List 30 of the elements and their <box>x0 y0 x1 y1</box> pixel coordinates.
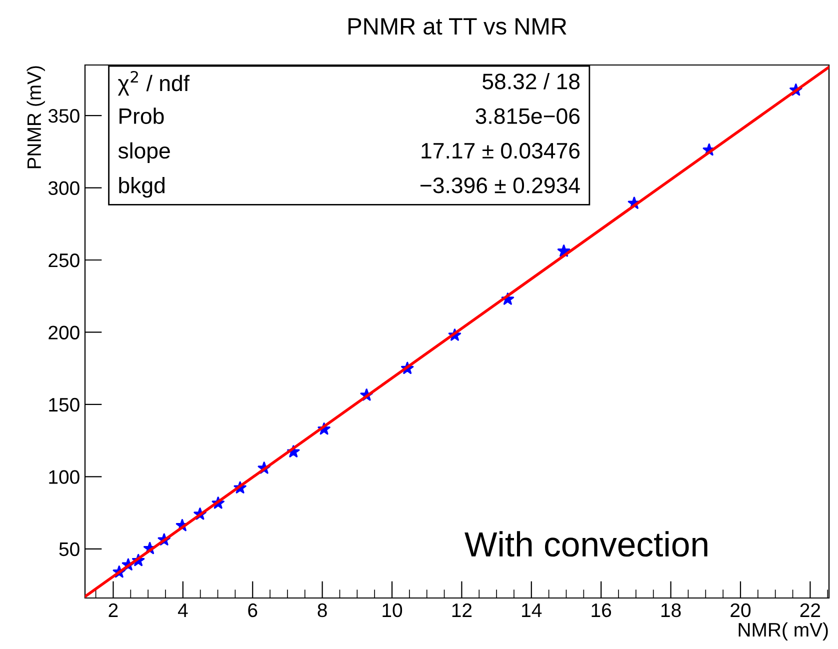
annotation: 3.815e−06 <box>476 108 580 124</box>
y-tick-label: 150 <box>49 398 80 412</box>
x-tick-label: 18 <box>661 603 681 618</box>
annotation: 58.32 / 18 <box>482 73 580 90</box>
x-tick-label: 6 <box>248 603 258 618</box>
x-tick-label: 14 <box>522 604 542 617</box>
x-tick-label: 20 <box>730 603 751 618</box>
chart-title: PNMR at TT vs NMR <box>348 18 566 35</box>
y-tick-label: 300 <box>48 181 80 196</box>
annotation: 17.17 ± 0.03476 <box>422 142 580 159</box>
y-tick-label: 200 <box>48 326 80 340</box>
y-axis-title: PNMR (mV) <box>26 66 45 168</box>
x-tick-label: 8 <box>318 603 327 618</box>
annotation: slope <box>118 142 170 164</box>
annotation: With convection <box>464 531 708 557</box>
x-tick-label: 12 <box>452 603 472 617</box>
annotation: −3.396 ± 0.2934 <box>420 178 580 194</box>
x-tick-label: 2 <box>108 603 118 617</box>
x-tick-label: 4 <box>178 604 188 617</box>
y-tick-label: 100 <box>49 470 80 484</box>
annotation: Prob <box>120 108 164 124</box>
y-tick-label: 350 <box>48 109 80 123</box>
x-tick-label: 22 <box>800 603 820 617</box>
y-tick-label: 250 <box>48 253 80 268</box>
x-tick-label: 16 <box>592 603 612 618</box>
annotation: bkgd <box>119 176 164 198</box>
y-tick-label: 50 <box>59 542 80 556</box>
x-axis-title: NMR( mV) <box>738 622 828 640</box>
annotation: χ$^{2}$ / ndf <box>118 70 190 96</box>
x-tick-label: 10 <box>382 603 402 618</box>
